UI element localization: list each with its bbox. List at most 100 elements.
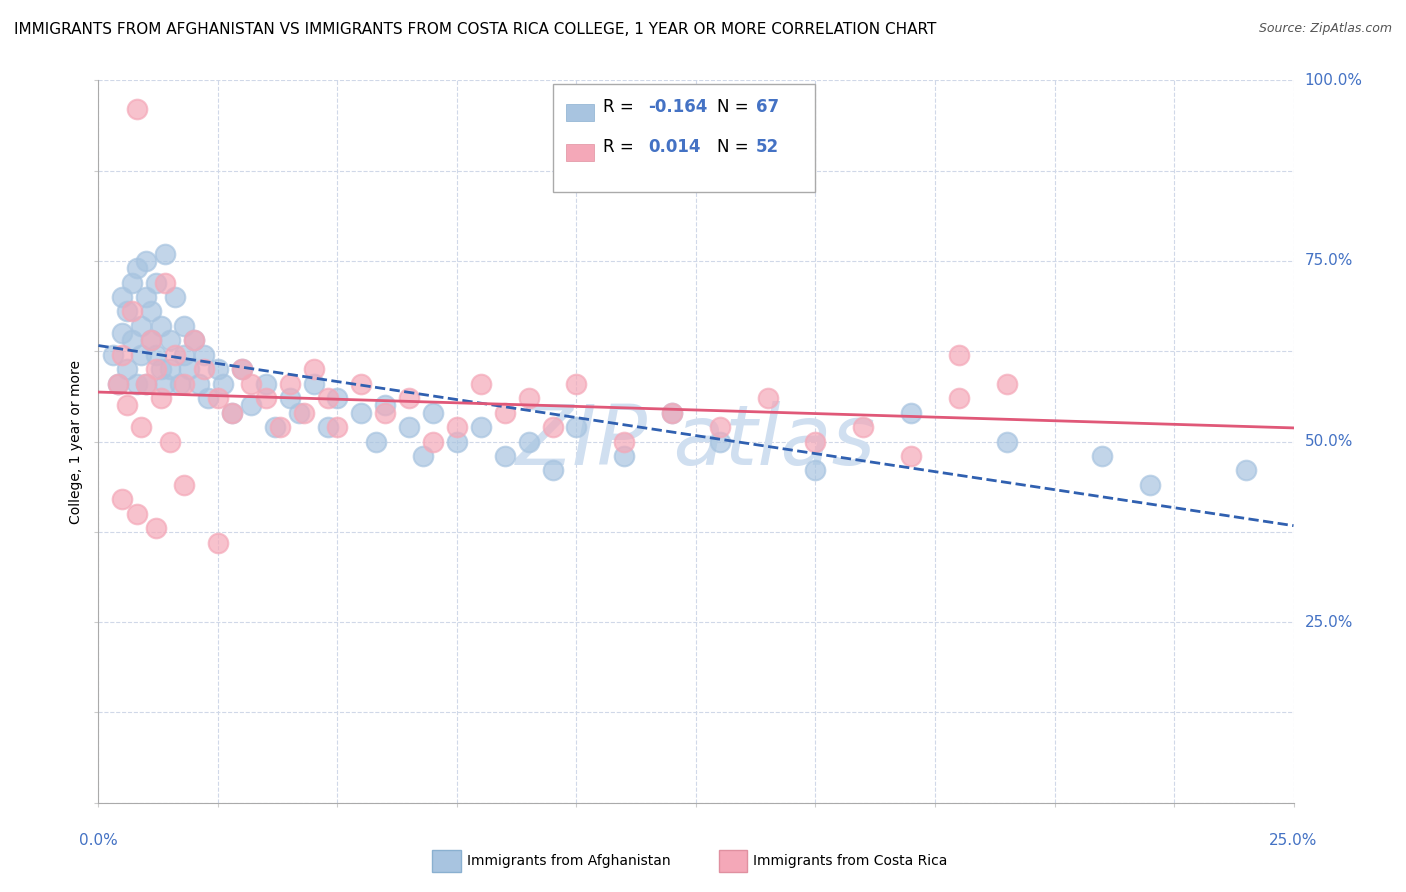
Point <box>159 362 181 376</box>
Point <box>207 391 229 405</box>
FancyBboxPatch shape <box>553 84 815 193</box>
Point <box>125 261 148 276</box>
Point <box>302 362 325 376</box>
Point <box>169 376 191 391</box>
Point <box>231 362 253 376</box>
Point <box>517 391 540 405</box>
Point <box>302 376 325 391</box>
Point <box>145 348 167 362</box>
Point <box>1139 478 1161 492</box>
Point <box>900 406 922 420</box>
Point <box>470 376 492 391</box>
Point <box>948 391 970 405</box>
Point <box>183 334 205 348</box>
Point <box>197 391 219 405</box>
Point <box>804 463 827 477</box>
Point <box>173 478 195 492</box>
Point <box>709 434 731 449</box>
Point <box>1091 449 1114 463</box>
Point <box>412 449 434 463</box>
Point <box>350 406 373 420</box>
Text: Immigrants from Costa Rica: Immigrants from Costa Rica <box>754 855 948 868</box>
Point <box>254 376 277 391</box>
Point <box>446 420 468 434</box>
Text: 25.0%: 25.0% <box>1305 615 1353 630</box>
Text: 25.0%: 25.0% <box>1270 833 1317 848</box>
Point <box>121 334 143 348</box>
Y-axis label: College, 1 year or more: College, 1 year or more <box>69 359 83 524</box>
Point <box>494 406 516 420</box>
Point <box>173 376 195 391</box>
Point <box>756 391 779 405</box>
Point <box>613 449 636 463</box>
Point <box>517 434 540 449</box>
Point <box>163 290 186 304</box>
Point <box>149 391 172 405</box>
Point <box>269 420 291 434</box>
Point <box>207 535 229 549</box>
Point <box>111 290 134 304</box>
Point <box>115 398 138 412</box>
Point <box>207 362 229 376</box>
Point <box>350 376 373 391</box>
Point <box>145 276 167 290</box>
Point <box>135 290 157 304</box>
Point <box>541 463 564 477</box>
Point <box>159 434 181 449</box>
Point <box>316 391 339 405</box>
Point <box>163 348 186 362</box>
Point <box>135 376 157 391</box>
Point <box>948 348 970 362</box>
Point <box>326 420 349 434</box>
Point <box>292 406 315 420</box>
Point <box>995 434 1018 449</box>
Point <box>155 376 177 391</box>
Point <box>422 406 444 420</box>
Point <box>187 376 209 391</box>
Point <box>121 304 143 318</box>
Point <box>111 492 134 507</box>
Point <box>374 398 396 412</box>
Point <box>240 376 263 391</box>
Point <box>111 348 134 362</box>
Point <box>995 376 1018 391</box>
Point <box>135 376 157 391</box>
Text: ZIP atlas: ZIP atlas <box>516 401 876 482</box>
Point <box>541 420 564 434</box>
Point <box>565 376 588 391</box>
Point <box>709 420 731 434</box>
Point <box>131 420 153 434</box>
Point <box>231 362 253 376</box>
Point <box>211 376 233 391</box>
Point <box>125 376 148 391</box>
Point <box>125 102 148 116</box>
Point <box>804 434 827 449</box>
Point <box>661 406 683 420</box>
FancyBboxPatch shape <box>718 850 748 872</box>
Point <box>221 406 243 420</box>
Point <box>288 406 311 420</box>
Point <box>125 507 148 521</box>
Point <box>107 376 129 391</box>
Point <box>139 304 162 318</box>
Point <box>159 334 181 348</box>
Point <box>900 449 922 463</box>
Point <box>221 406 243 420</box>
Point <box>398 391 420 405</box>
Point <box>193 348 215 362</box>
Text: R =: R = <box>603 98 638 116</box>
Point <box>264 420 287 434</box>
Point <box>149 362 172 376</box>
Point <box>240 398 263 412</box>
Point <box>316 420 339 434</box>
Point <box>115 362 138 376</box>
Point <box>145 521 167 535</box>
Point <box>364 434 387 449</box>
Point <box>115 304 138 318</box>
Point <box>565 420 588 434</box>
Text: Source: ZipAtlas.com: Source: ZipAtlas.com <box>1258 22 1392 36</box>
Point <box>183 334 205 348</box>
Point <box>398 420 420 434</box>
Point <box>422 434 444 449</box>
Text: 75.0%: 75.0% <box>1305 253 1353 268</box>
